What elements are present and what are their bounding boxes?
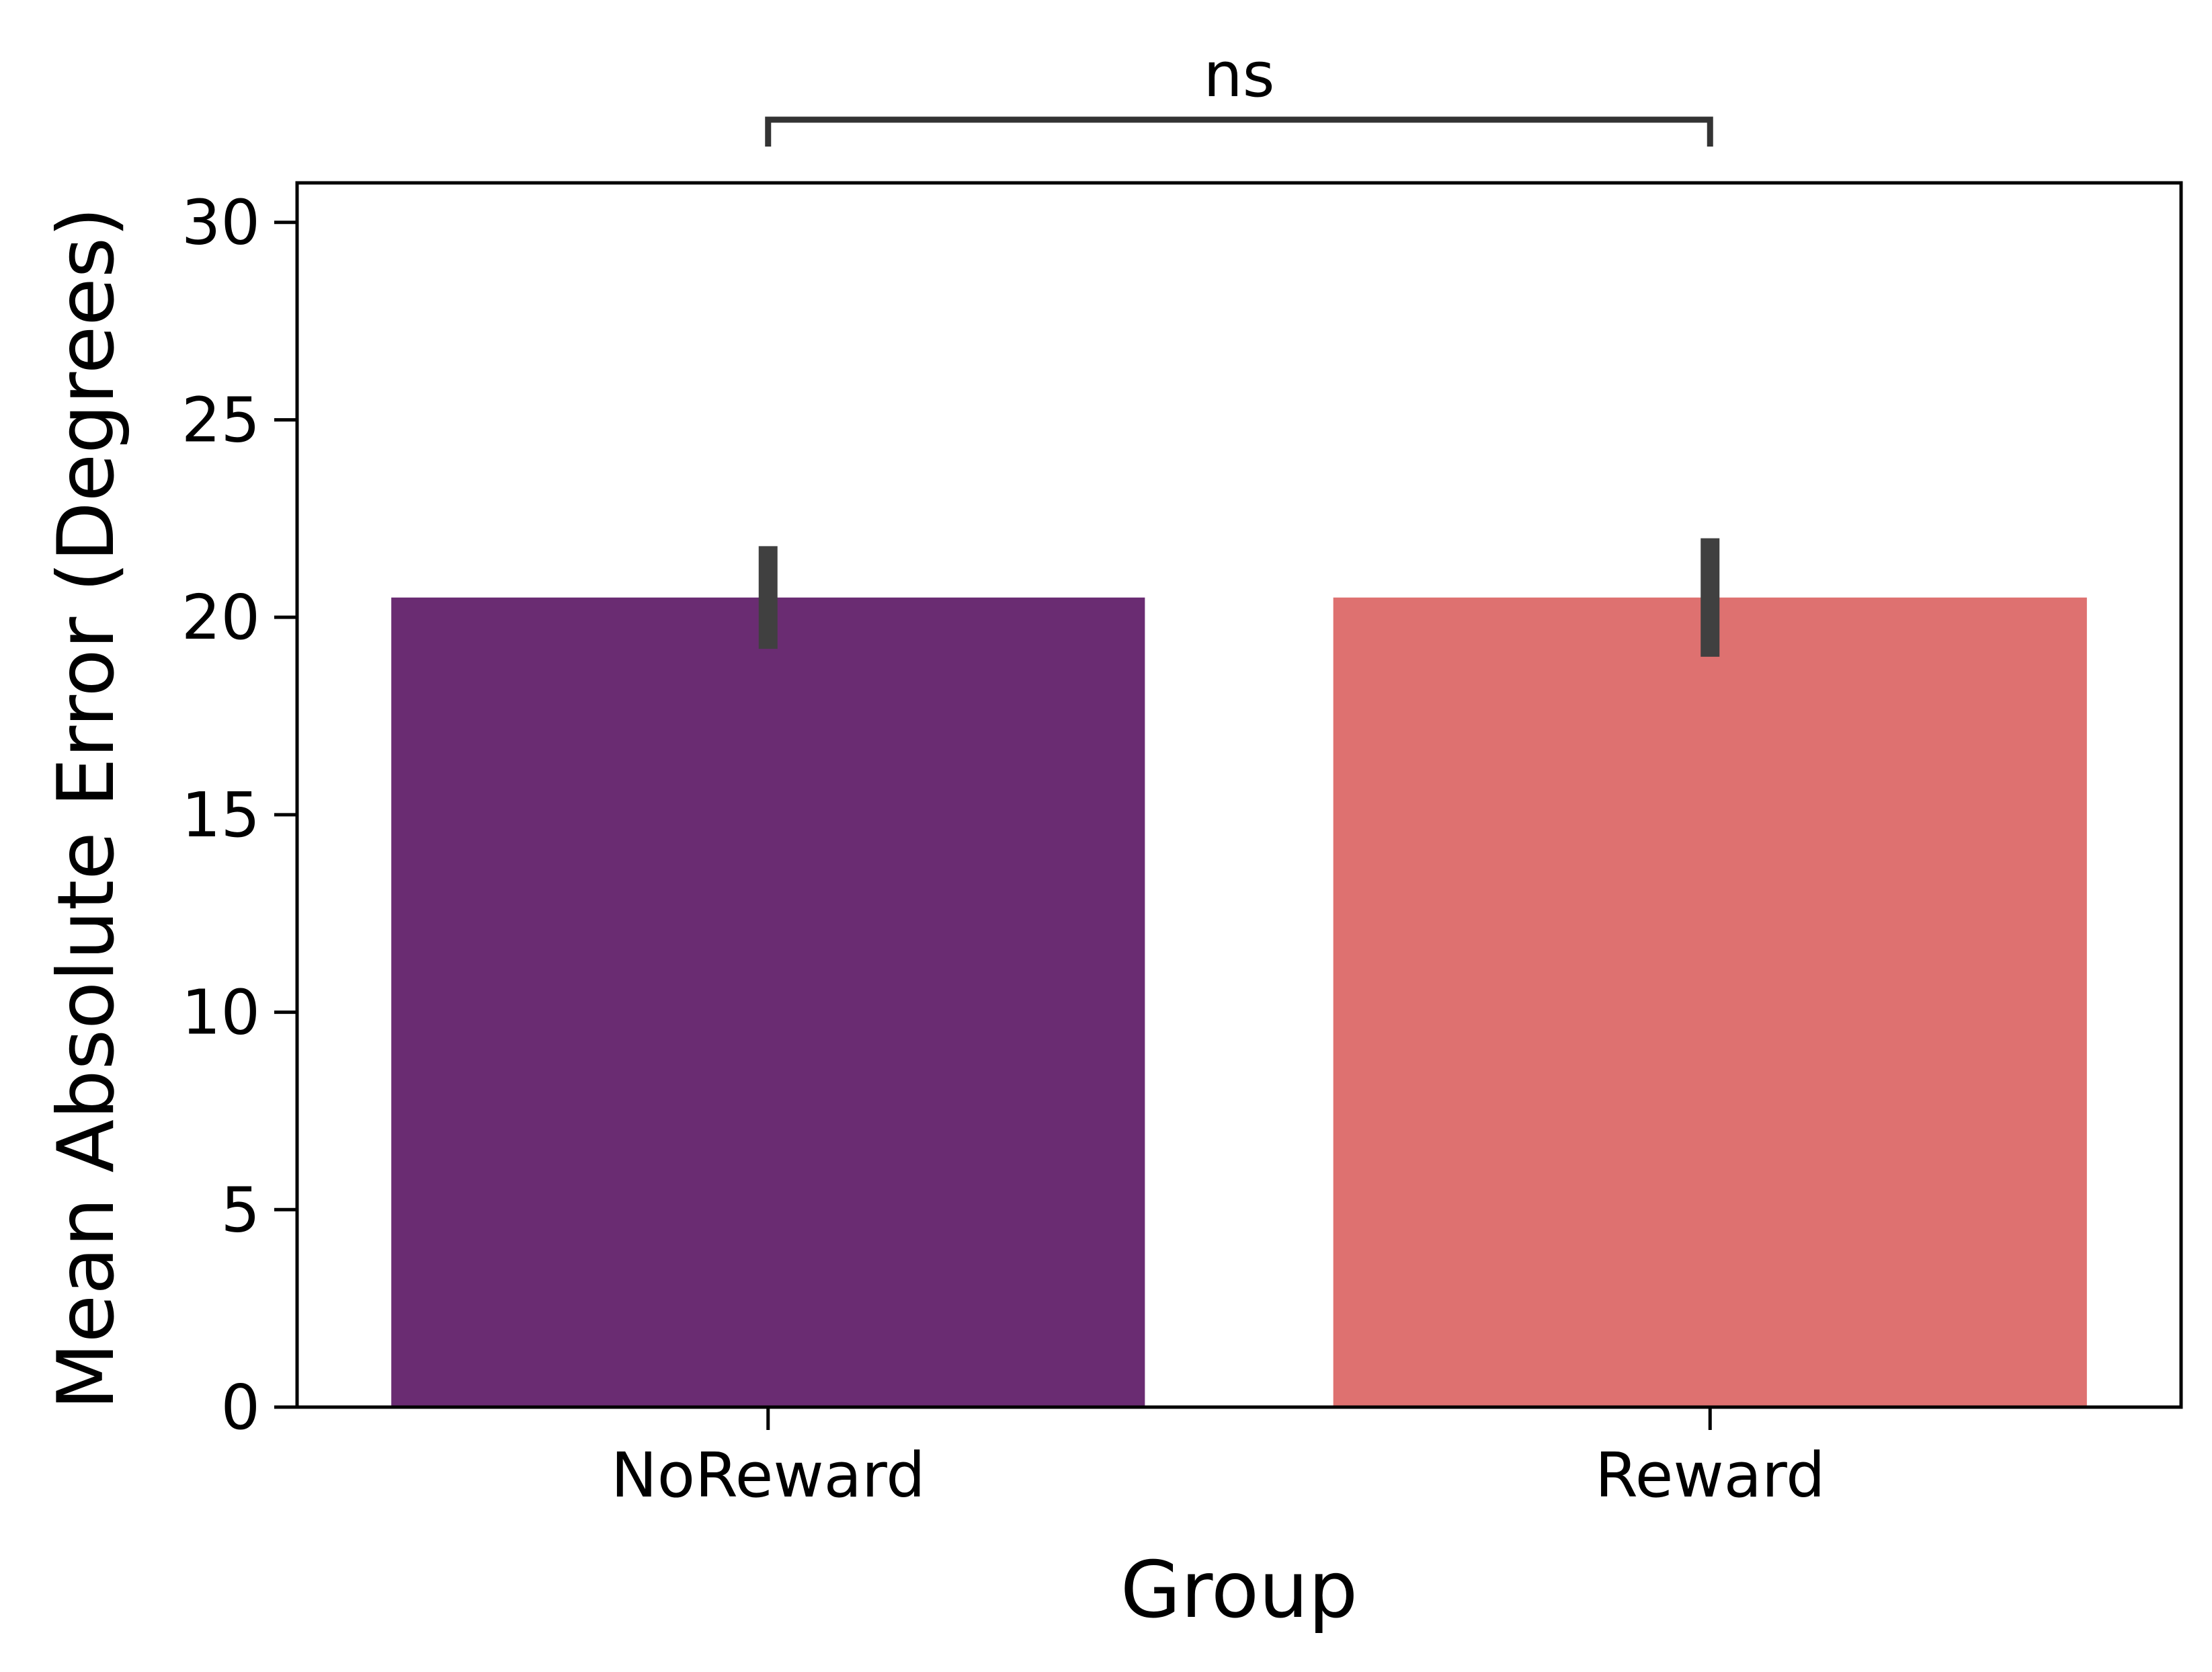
x-tick-label: NoReward xyxy=(611,1439,926,1511)
x-tick-label: Reward xyxy=(1595,1439,1826,1511)
y-tick-label: 10 xyxy=(181,977,260,1049)
y-tick-label: 20 xyxy=(181,582,260,653)
y-tick-label: 15 xyxy=(181,779,260,851)
y-tick-label: 5 xyxy=(220,1174,260,1246)
bar-noreward xyxy=(391,597,1145,1408)
y-tick-label: 0 xyxy=(220,1371,260,1443)
significance-bracket xyxy=(765,116,1713,147)
bars-layer xyxy=(391,597,2087,1408)
error-bars-layer xyxy=(758,538,1720,657)
x-axis: NoReward Reward xyxy=(611,1407,1826,1511)
y-tick-label: 30 xyxy=(181,187,260,259)
bar-reward xyxy=(1333,597,2087,1408)
x-axis-label: Group xyxy=(1120,1545,1358,1636)
y-axis-label: Mean Absolute Error (Degrees) xyxy=(41,207,132,1410)
y-tick-label: 25 xyxy=(181,384,260,456)
significance-label: ns xyxy=(1203,39,1274,111)
plot-frame xyxy=(295,181,2183,1409)
significance-annotation: ns xyxy=(765,39,1713,147)
y-axis: 0 5 10 15 20 25 30 xyxy=(181,187,297,1443)
